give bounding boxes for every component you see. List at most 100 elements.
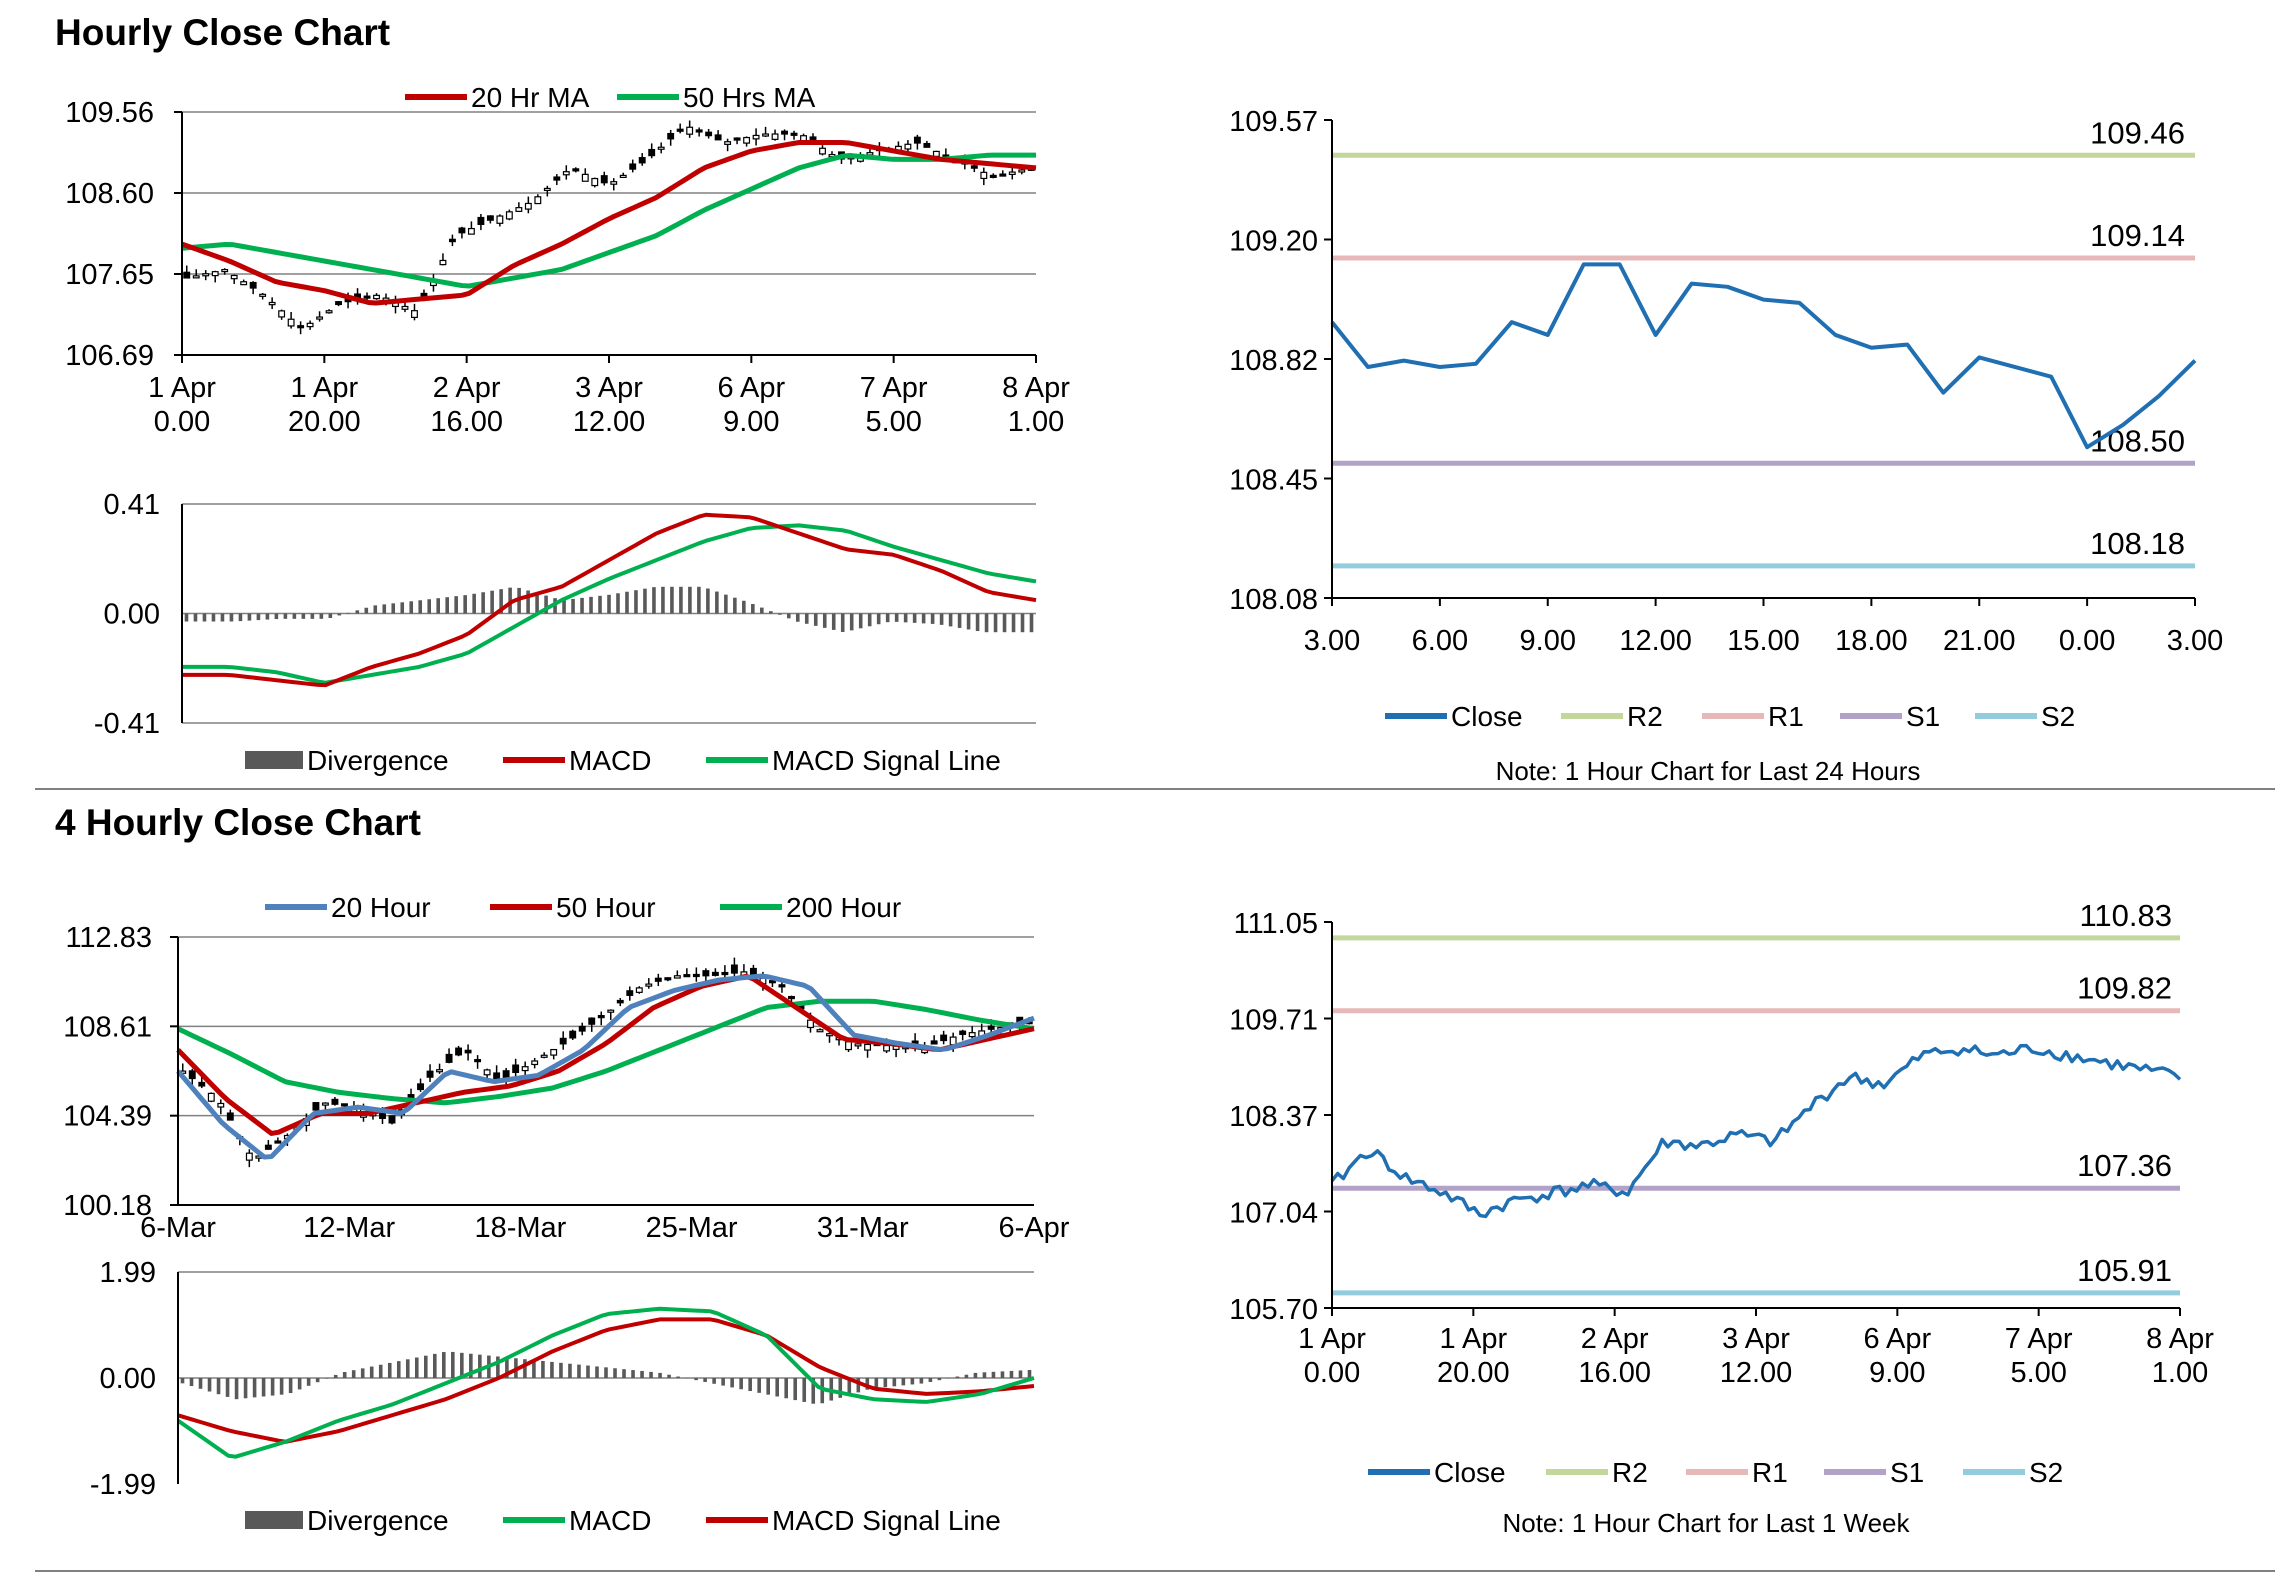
close-1w-x-tick-label: 5.00 (2010, 1357, 2066, 1389)
four-hourly-price-candle-body (245, 1152, 253, 1161)
hourly-price-y-tick-label: 108.60 (65, 178, 154, 210)
four-hourly-price-candle-body (512, 1064, 520, 1074)
four-hourly-price-candle-body (321, 1102, 329, 1106)
four-hourly-price-candle-body (692, 973, 700, 978)
four-hourly-price-candle-body (664, 977, 672, 981)
four-hourly-price-candle-body (455, 1047, 463, 1056)
hourly-price-candle-body (610, 181, 618, 185)
four-hourly-price-candle-body (930, 1040, 938, 1045)
four-hourly-macd-y-tick-label: 1.99 (100, 1257, 156, 1289)
close-1w-x-tick-label: 16.00 (1578, 1357, 1651, 1389)
four-hourly-price-x-tick-label: 18-Mar (474, 1212, 566, 1244)
close-24h-x-tick-label: 6.00 (1412, 625, 1468, 657)
four-hourly-macd-macd-line (176, 1306, 1035, 1459)
hourly-price-candle-body (676, 128, 684, 132)
close-24h-r2-label: 109.46 (2090, 115, 2185, 150)
four-hourly-price-candle-body (788, 995, 795, 1000)
four-hourly-price-x-tick-label: 25-Mar (646, 1212, 738, 1244)
four-hourly-price-ma20-line (176, 973, 1035, 1160)
hourly-price-candle-body (980, 171, 988, 180)
close-1w-x-tick-label: 1.00 (2152, 1357, 2208, 1389)
four-hourly-price-candle-body (578, 1025, 586, 1032)
close-1w-s2-legend-label: S2 (2029, 1457, 2063, 1488)
close-1w-x-tick-label: 0.00 (1304, 1357, 1360, 1389)
four-hourly-price-candle-body (626, 990, 634, 996)
hourly-price-candle-body (458, 227, 466, 234)
hourly-macd-y-tick-label: -0.41 (94, 708, 160, 740)
hourly-price-candle-body (325, 310, 333, 314)
hourly-price-candle-body (705, 131, 713, 137)
four-hourly-price-candle-body (388, 1115, 396, 1124)
hourly-price-y-tick-label: 109.56 (65, 97, 154, 129)
four-hourly-macd-macd-legend-label: MACD (569, 1505, 651, 1536)
hourly-price-candle-body (999, 173, 1007, 177)
hourly-price-candle-body (695, 129, 703, 133)
four-hourly-price-candle-body (493, 1072, 501, 1080)
four-hourly-price-candle-body (645, 983, 653, 987)
hourly-price-ma50-line (181, 152, 1036, 289)
hourly-macd-y-tick-label: 0.00 (104, 599, 160, 631)
hourly-price-candle-body (373, 294, 380, 300)
hourly-price-candle-body (1008, 171, 1016, 175)
hourly-price-x-tick-label: 6 Apr (717, 372, 785, 404)
close-1w-r1-legend-label: R1 (1752, 1457, 1788, 1488)
hourly-macd-divergence-legend-swatch (245, 751, 303, 769)
hourly-price-x-tick-label: 7 Apr (860, 372, 928, 404)
close-24h-y-tick-label: 108.08 (1229, 584, 1318, 616)
hourly-price-candle-body (316, 316, 324, 320)
hourly-price-candle-body (714, 134, 722, 141)
hourly-price-candle-body (287, 318, 295, 327)
hourly-price-candle-body (629, 163, 637, 170)
hourly-price-candle-body (335, 301, 343, 306)
four-hourly-price-candle-body (274, 1140, 282, 1144)
four-hourly-price-ma50-line (176, 973, 1035, 1136)
four-hourly-price-candle-body (550, 1048, 558, 1056)
hourly-price-candle-body (505, 211, 513, 220)
four-hourly-price-ma200-line (176, 998, 1035, 1106)
four-hourly-price-candle-body (436, 1069, 444, 1073)
hourly-price-x-tick-label: 20.00 (288, 406, 361, 438)
close-24h-x-tick-label: 9.00 (1520, 625, 1576, 657)
hourly-price-candle-body (467, 227, 475, 235)
hourly-price-candle-body (562, 171, 570, 176)
close-24h-x-tick-label: 12.00 (1619, 625, 1692, 657)
four-hourly-price-candle-body (845, 1041, 852, 1051)
hourly-price-x-tick-label: 8 Apr (1002, 372, 1070, 404)
hourly-price-candle-body (572, 168, 580, 172)
close-24h-s2-legend-label: S2 (2041, 701, 2075, 732)
four-hourly-price-ma20-legend-label: 20 Hour (331, 892, 431, 923)
four-hourly-price-y-tick-label: 104.39 (63, 1101, 152, 1133)
hourly-price-candle-body (819, 147, 826, 155)
close-24h-y-tick-label: 109.57 (1229, 106, 1318, 138)
close-1w-r2-label: 110.83 (2079, 898, 2172, 933)
hourly-price-candle-body (600, 175, 608, 184)
hourly-price-candle-body (268, 301, 276, 306)
hourly-price-candle-body (923, 142, 931, 148)
hourly-section-title: Hourly Close Chart (55, 12, 391, 53)
hourly-price-candle-body (932, 150, 940, 157)
four-hourly-price-candle-body (588, 1017, 596, 1025)
hourly-price-x-tick-label: 0.00 (154, 406, 210, 438)
hourly-price-candle-body (904, 143, 912, 150)
four-hourly-price-ma200-legend-label: 200 Hour (786, 892, 901, 923)
close-24h-x-tick-label: 21.00 (1943, 625, 2016, 657)
hourly-price-candle-body (733, 137, 741, 141)
close-24h-r1-label: 109.14 (2090, 218, 2185, 253)
four-hourly-price-ma50-legend-label: 50 Hour (556, 892, 656, 923)
close-1w-x-tick-label: 1 Apr (1298, 1323, 1366, 1355)
close-1w-close-legend-label: Close (1434, 1457, 1506, 1488)
close-24h-x-tick-label: 0.00 (2059, 625, 2115, 657)
hourly-price-candle-body (211, 271, 219, 277)
close-24h-s1-legend-label: S1 (1906, 701, 1940, 732)
four-hourly-price-candle-body (673, 975, 681, 979)
four-hourly-price-candle-body (883, 1044, 891, 1052)
hourly-price-candle-body (486, 215, 494, 221)
hourly-price-candle-body (657, 146, 665, 150)
four-hourly-macd-y-tick-label: 0.00 (100, 1363, 156, 1395)
close-1w-x-tick-label: 9.00 (1869, 1357, 1925, 1389)
four-hourly-price-candle-body (730, 964, 738, 974)
four-hourly-price-candle-body (217, 1102, 225, 1108)
four-hourly-price-candle-body (521, 1066, 529, 1072)
hourly-price-candle-body (752, 134, 760, 140)
close-1w-r1-label: 109.82 (2077, 971, 2172, 1006)
